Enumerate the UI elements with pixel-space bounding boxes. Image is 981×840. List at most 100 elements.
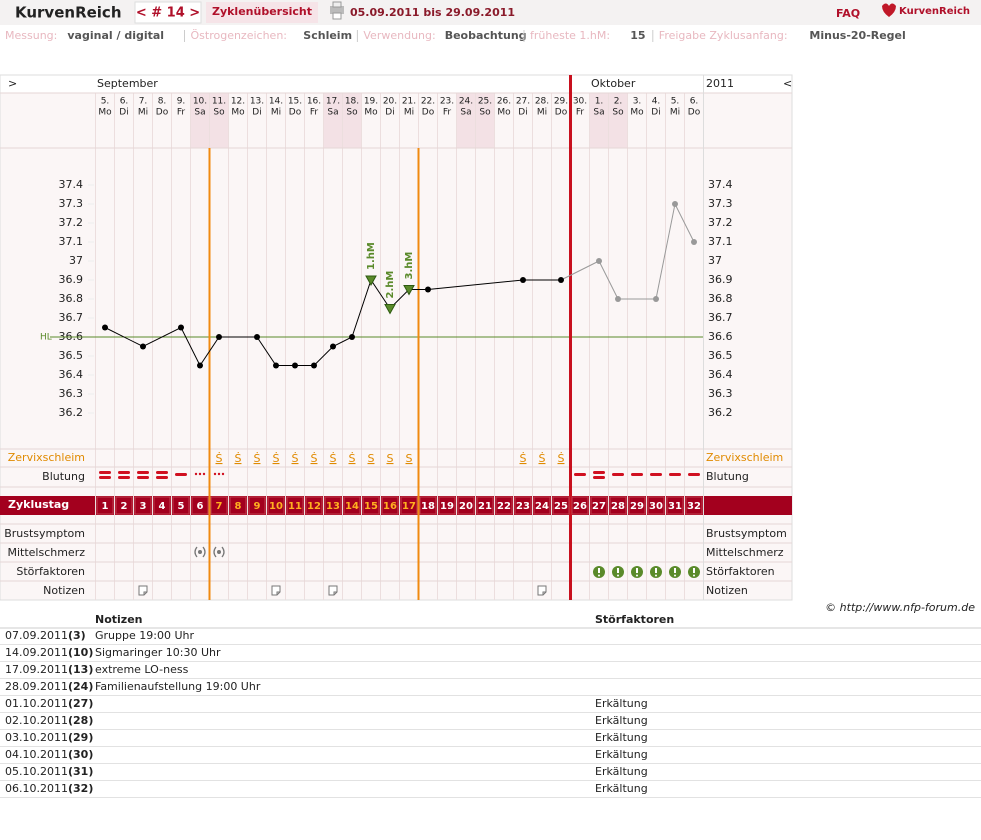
weekday: Sa bbox=[327, 108, 338, 118]
temp-point bbox=[672, 201, 678, 207]
date: 15. bbox=[288, 97, 302, 107]
cervix-sign: Ṡ bbox=[349, 452, 356, 465]
cervix-sign: Ṡ bbox=[254, 452, 261, 465]
nav-prev[interactable]: > bbox=[8, 77, 17, 90]
weekday: So bbox=[479, 108, 491, 118]
weekday: Fr bbox=[443, 108, 452, 118]
y-tick-label-right: 36.9 bbox=[708, 273, 733, 286]
note-date: 14.09.2011 bbox=[5, 646, 68, 659]
day-cell bbox=[324, 496, 342, 515]
day-cell bbox=[191, 496, 209, 515]
cycle-day: 4 bbox=[159, 501, 166, 512]
y-tick-label: 36.5 bbox=[59, 349, 84, 362]
setting-value: 15 bbox=[630, 29, 645, 42]
note-date: 07.09.2011 bbox=[5, 629, 68, 642]
note-disturbance: Erkältung bbox=[595, 714, 648, 727]
temp-point bbox=[216, 334, 222, 340]
disturbance-icon bbox=[650, 566, 662, 578]
row-label-right: Störfaktoren bbox=[706, 565, 775, 578]
weekend-shade bbox=[456, 93, 476, 148]
logo[interactable]: KurvenReich bbox=[15, 4, 122, 22]
weekday: Mo bbox=[364, 108, 378, 118]
temp-point bbox=[292, 362, 298, 369]
date: 20. bbox=[383, 97, 397, 107]
weekday: Do bbox=[156, 108, 169, 118]
weekday: Mi bbox=[404, 108, 414, 118]
weekday: Do bbox=[289, 108, 302, 118]
disturbance-dot bbox=[598, 574, 600, 577]
cycle-day: 29 bbox=[630, 501, 644, 512]
cycle-day: 26 bbox=[573, 501, 587, 512]
weekday: Di bbox=[385, 108, 394, 118]
cervix-sign: Ṡ bbox=[216, 452, 223, 465]
weekday: Di bbox=[651, 108, 660, 118]
cervix-sign: S bbox=[368, 452, 375, 465]
y-tick-label-right: 37.2 bbox=[708, 216, 733, 229]
weekday: Sa bbox=[460, 108, 471, 118]
date: 19. bbox=[364, 97, 378, 107]
note-disturbance: Erkältung bbox=[595, 697, 648, 710]
date: 21. bbox=[402, 97, 416, 107]
temp-point bbox=[653, 296, 659, 302]
faq-link[interactable]: FAQ bbox=[836, 7, 860, 20]
weekday: Mi bbox=[138, 108, 148, 118]
date: 26. bbox=[497, 97, 511, 107]
bleeding bbox=[137, 476, 149, 479]
bleeding bbox=[669, 473, 681, 476]
year: 2011 bbox=[706, 77, 734, 90]
date: 27. bbox=[516, 97, 530, 107]
y-tick-label-right: 36.2 bbox=[708, 406, 733, 419]
cycle-day: 32 bbox=[687, 501, 701, 512]
bleeding bbox=[198, 472, 202, 476]
day-cell bbox=[115, 496, 133, 515]
bleeding bbox=[217, 472, 221, 476]
day-cell bbox=[666, 496, 684, 515]
bleeding bbox=[593, 476, 605, 479]
cycle-nav[interactable]: < # 14 > bbox=[136, 6, 200, 21]
bleeding bbox=[593, 471, 605, 474]
nav-next[interactable]: < bbox=[783, 77, 792, 90]
setting-label: Östrogenzeichen: bbox=[191, 29, 288, 42]
weekday: Do bbox=[688, 108, 701, 118]
bleeding bbox=[118, 471, 130, 474]
disturbance-dot bbox=[655, 574, 657, 577]
day-cell bbox=[685, 496, 703, 515]
hm-marker bbox=[365, 275, 377, 287]
bleeding bbox=[175, 473, 187, 476]
cervix-sign: Ṡ bbox=[539, 452, 546, 465]
hm-marker bbox=[384, 304, 396, 315]
cycle-nav-box[interactable] bbox=[134, 1, 202, 24]
printer-icon[interactable] bbox=[330, 1, 344, 20]
row-label-right: Zervixschleim bbox=[706, 451, 783, 464]
y-tick-label: 37 bbox=[69, 254, 83, 267]
y-tick-label: 36.2 bbox=[59, 406, 84, 419]
day-cell bbox=[438, 496, 456, 515]
note-text: extreme LO-ness bbox=[95, 663, 189, 676]
row-label: Brustsymptom bbox=[4, 527, 85, 540]
note-icon bbox=[328, 585, 338, 596]
date: 30. bbox=[573, 97, 587, 107]
date: 2. bbox=[614, 97, 623, 107]
date: 8. bbox=[158, 97, 167, 107]
day-cell bbox=[647, 496, 665, 515]
overview-link[interactable]: Zyklenübersicht bbox=[212, 5, 312, 18]
cycle-day: 28 bbox=[611, 501, 625, 512]
weekday: Fr bbox=[576, 108, 585, 118]
note-day: (28) bbox=[68, 714, 93, 727]
day-cell bbox=[628, 496, 646, 515]
note-icon bbox=[271, 585, 281, 596]
temp-point bbox=[102, 324, 108, 331]
bleeding bbox=[650, 473, 662, 476]
overview-tab[interactable] bbox=[206, 2, 318, 23]
brand: KurvenReich bbox=[899, 6, 970, 17]
cycle-day: 5 bbox=[178, 501, 185, 512]
bleeding bbox=[99, 476, 111, 479]
day-cell bbox=[514, 496, 532, 515]
weekday: Di bbox=[119, 108, 128, 118]
bleeding bbox=[202, 472, 206, 476]
hl-label: HL bbox=[40, 333, 52, 343]
bleeding bbox=[118, 476, 130, 479]
y-tick-label-right: 37 bbox=[708, 254, 722, 267]
weekday: Fr bbox=[310, 108, 319, 118]
copyright: © http://www.nfp-forum.de bbox=[825, 601, 975, 614]
